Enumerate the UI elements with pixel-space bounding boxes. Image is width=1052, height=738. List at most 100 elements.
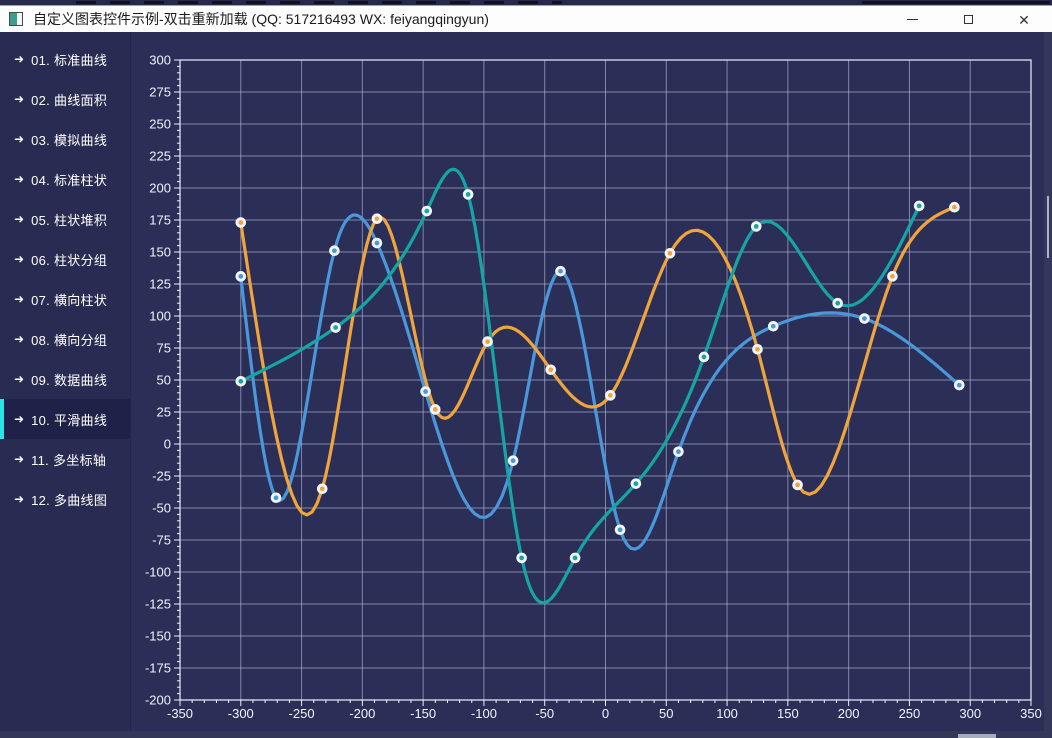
marker-dot-teal	[633, 481, 639, 487]
marker-dot-blue	[273, 495, 279, 501]
marker-dot-teal	[424, 208, 430, 214]
x-tick-label: 250	[899, 706, 921, 721]
sidebar: ➜ 01. 标准曲线 ➜ 02. 曲线面积 ➜ 03. 模拟曲线 ➜ 04. 标…	[0, 32, 130, 738]
marker-dot-orange	[238, 220, 244, 225]
x-tick-label: 200	[838, 706, 860, 721]
chart-area[interactable]: -350 -300 -250 -200 -150 -100 -50 0 50 100 150 200 2…	[131, 32, 1052, 738]
titlebar[interactable]: 自定义图表控件示例-双击重新加载 (QQ: 517216493 WX: feiy…	[0, 5, 1052, 32]
sidebar-item-01[interactable]: ➜ 01. 标准曲线	[0, 39, 130, 79]
sidebar-item-02[interactable]: ➜ 02. 曲线面积	[0, 79, 130, 119]
arrow-icon: ➜	[14, 92, 25, 106]
minimize-button[interactable]	[884, 6, 940, 33]
y-tick-label: -150	[145, 629, 171, 644]
background-window-fragments	[76, 1, 562, 4]
arrow-icon: ➜	[14, 52, 25, 66]
app-icon	[9, 12, 23, 26]
marker-dot-orange	[667, 250, 673, 256]
x-tick-label: 350	[1020, 706, 1042, 721]
sidebar-item-label: 02. 曲线面积	[31, 92, 108, 108]
marker-dot-teal	[519, 555, 525, 561]
sidebar-item-label: 12. 多曲线图	[31, 492, 108, 508]
marker-dot-orange	[485, 339, 490, 344]
marker-dot-teal	[238, 378, 244, 384]
background-window-fragment	[958, 734, 996, 738]
y-tick-label: -50	[152, 501, 171, 516]
sidebar-item-label: 01. 标准曲线	[31, 52, 108, 68]
sidebar-divider	[130, 32, 131, 738]
background-window-fragment	[1047, 196, 1049, 258]
sidebar-item-06[interactable]: ➜ 06. 柱状分组	[0, 239, 130, 279]
marker-dot-teal	[465, 192, 471, 197]
y-tick-label: 250	[149, 117, 171, 132]
marker-dot-orange	[890, 273, 895, 279]
marker-dot-orange	[607, 392, 613, 398]
sidebar-item-11[interactable]: ➜ 11. 多坐标轴	[0, 439, 130, 479]
sidebar-item-label: 03. 模拟曲线	[31, 132, 108, 148]
chart-svg[interactable]: -350 -300 -250 -200 -150 -100 -50 0 50 100 150 200 2…	[131, 32, 1052, 738]
x-tick-label: -300	[228, 706, 254, 721]
sidebar-item-08[interactable]: ➜ 08. 横向分组	[0, 319, 130, 359]
y-tick-label: -175	[145, 661, 171, 676]
y-tick-label: 50	[157, 373, 171, 388]
marker-dot-teal	[333, 325, 339, 330]
background-window-fragment	[862, 1, 1050, 4]
sidebar-item-03[interactable]: ➜ 03. 模拟曲线	[0, 119, 130, 159]
arrow-icon: ➜	[14, 332, 25, 346]
y-tick-label: -100	[145, 565, 171, 580]
marker-dot-blue	[510, 458, 516, 464]
marker-dot-orange	[319, 486, 325, 492]
y-tick-label: 100	[149, 309, 171, 324]
y-tick-label: 175	[149, 213, 171, 228]
x-tick-label: -200	[349, 706, 375, 721]
x-tick-label: -50	[535, 706, 554, 721]
marker-dot-blue	[374, 240, 380, 246]
sidebar-item-label: 09. 数据曲线	[31, 372, 108, 388]
sidebar-item-label: 05. 柱状堆积	[31, 212, 108, 228]
y-tick-label: 0	[164, 437, 171, 452]
marker-dot-blue	[558, 268, 563, 274]
arrow-icon: ➜	[14, 132, 25, 146]
sidebar-item-label: 11. 多坐标轴	[31, 452, 107, 468]
background-window-sliver	[0, 0, 1052, 5]
x-tick-label: -350	[167, 706, 193, 721]
x-tick-label: -100	[471, 706, 497, 721]
maximize-button[interactable]	[940, 6, 996, 33]
arrow-icon: ➜	[14, 412, 25, 426]
x-tick-label: 300	[959, 706, 981, 721]
active-indicator	[0, 399, 4, 439]
sidebar-item-12[interactable]: ➜ 12. 多曲线图	[0, 479, 130, 519]
sidebar-item-09[interactable]: ➜ 09. 数据曲线	[0, 359, 130, 399]
marker-dot-blue	[676, 449, 681, 455]
maximize-icon	[963, 15, 973, 24]
arrow-icon: ➜	[14, 252, 25, 266]
window-controls: ✕	[884, 6, 1052, 33]
y-tick-label: -125	[145, 597, 171, 612]
sidebar-item-label: 08. 横向分组	[31, 332, 108, 348]
sidebar-item-10[interactable]: ➜ 10. 平滑曲线	[0, 399, 130, 439]
marker-dot-orange	[374, 216, 380, 222]
arrow-icon: ➜	[14, 492, 25, 506]
y-tick-label: 75	[157, 341, 171, 356]
y-tick-label: 200	[149, 181, 171, 196]
arrow-icon: ➜	[14, 372, 25, 386]
arrow-icon: ➜	[14, 212, 25, 226]
sidebar-item-label: 07. 横向柱状	[31, 292, 108, 308]
marker-dot-blue	[423, 389, 428, 394]
sidebar-item-label: 06. 柱状分组	[31, 252, 108, 268]
sidebar-item-04[interactable]: ➜ 04. 标准柱状	[0, 159, 130, 199]
marker-dot-teal	[701, 354, 707, 360]
marker-dot-teal	[835, 300, 841, 306]
marker-dot-teal	[753, 224, 759, 229]
series-line-blue	[239, 213, 961, 551]
y-tick-label: 125	[149, 277, 171, 292]
close-icon: ✕	[1018, 11, 1030, 28]
close-button[interactable]: ✕	[996, 6, 1052, 33]
window-edge-bottom	[0, 731, 1052, 738]
sidebar-item-05[interactable]: ➜ 05. 柱状堆积	[0, 199, 130, 239]
x-tick-label: -250	[289, 706, 315, 721]
x-tick-label: 50	[659, 706, 673, 721]
sidebar-item-07[interactable]: ➜ 07. 横向柱状	[0, 279, 130, 319]
sidebar-item-label: 10. 平滑曲线	[31, 412, 108, 428]
arrow-icon: ➜	[14, 452, 25, 466]
